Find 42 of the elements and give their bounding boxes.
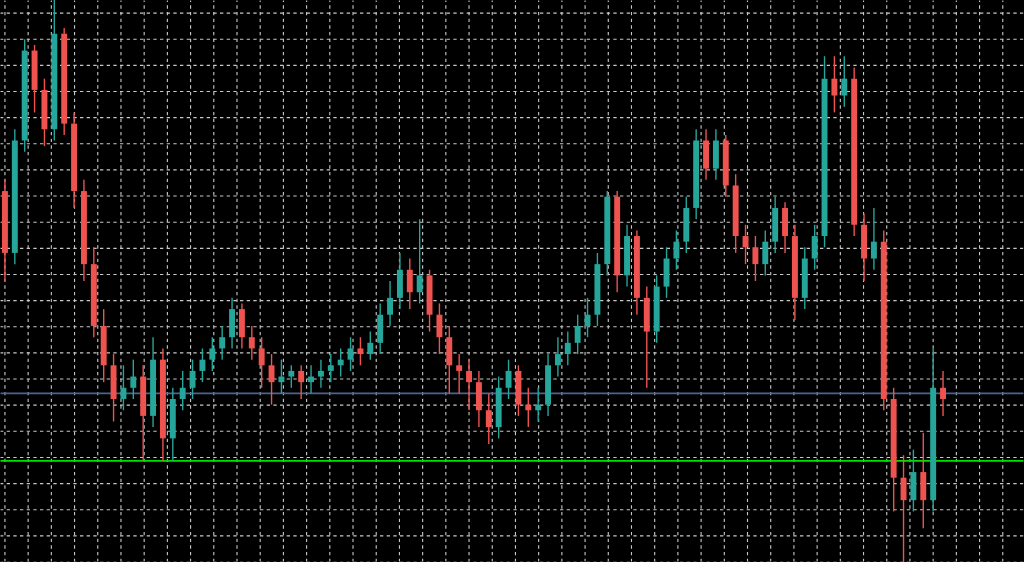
- candlestick: [831, 55, 838, 114]
- candlestick: [308, 364, 315, 395]
- candlestick: [387, 280, 394, 327]
- candlestick: [317, 358, 324, 389]
- candlestick: [179, 370, 186, 411]
- candlestick: [347, 336, 354, 372]
- candlestick: [456, 353, 463, 395]
- candlestick: [752, 235, 759, 282]
- candlestick: [574, 314, 581, 355]
- candlestick: [367, 330, 374, 361]
- candlestick: [189, 358, 196, 400]
- candlestick: [485, 392, 492, 445]
- candlestick: [535, 387, 542, 423]
- candlestick: [811, 224, 818, 271]
- candlestick: [199, 347, 206, 383]
- candlestick: [337, 347, 344, 378]
- candlestick: [248, 325, 255, 361]
- candlestick: [130, 358, 137, 400]
- candlestick: [554, 336, 561, 378]
- candlestick: [940, 370, 946, 417]
- candlestick: [278, 358, 285, 395]
- candlestick: [357, 336, 364, 366]
- candlestick: [268, 353, 275, 406]
- candlestick: [564, 330, 571, 366]
- candlestick: [841, 55, 848, 108]
- candlestick: [327, 353, 334, 383]
- candlestick: [870, 207, 877, 271]
- candlestick: [298, 364, 305, 400]
- candlestick: [416, 218, 423, 305]
- candlestick: [406, 257, 413, 310]
- candlestick: [525, 387, 532, 428]
- candlestick: [505, 358, 512, 400]
- candlestick: [673, 229, 680, 271]
- candlestick: [120, 364, 127, 411]
- candlestick: [209, 336, 216, 372]
- candlestick: [436, 302, 443, 355]
- candlestick: [466, 358, 473, 411]
- candlestick: [762, 229, 769, 277]
- candlestick: [258, 336, 265, 389]
- candlestick: [584, 297, 591, 338]
- candlestick: [219, 325, 226, 361]
- candlestick: [288, 364, 295, 389]
